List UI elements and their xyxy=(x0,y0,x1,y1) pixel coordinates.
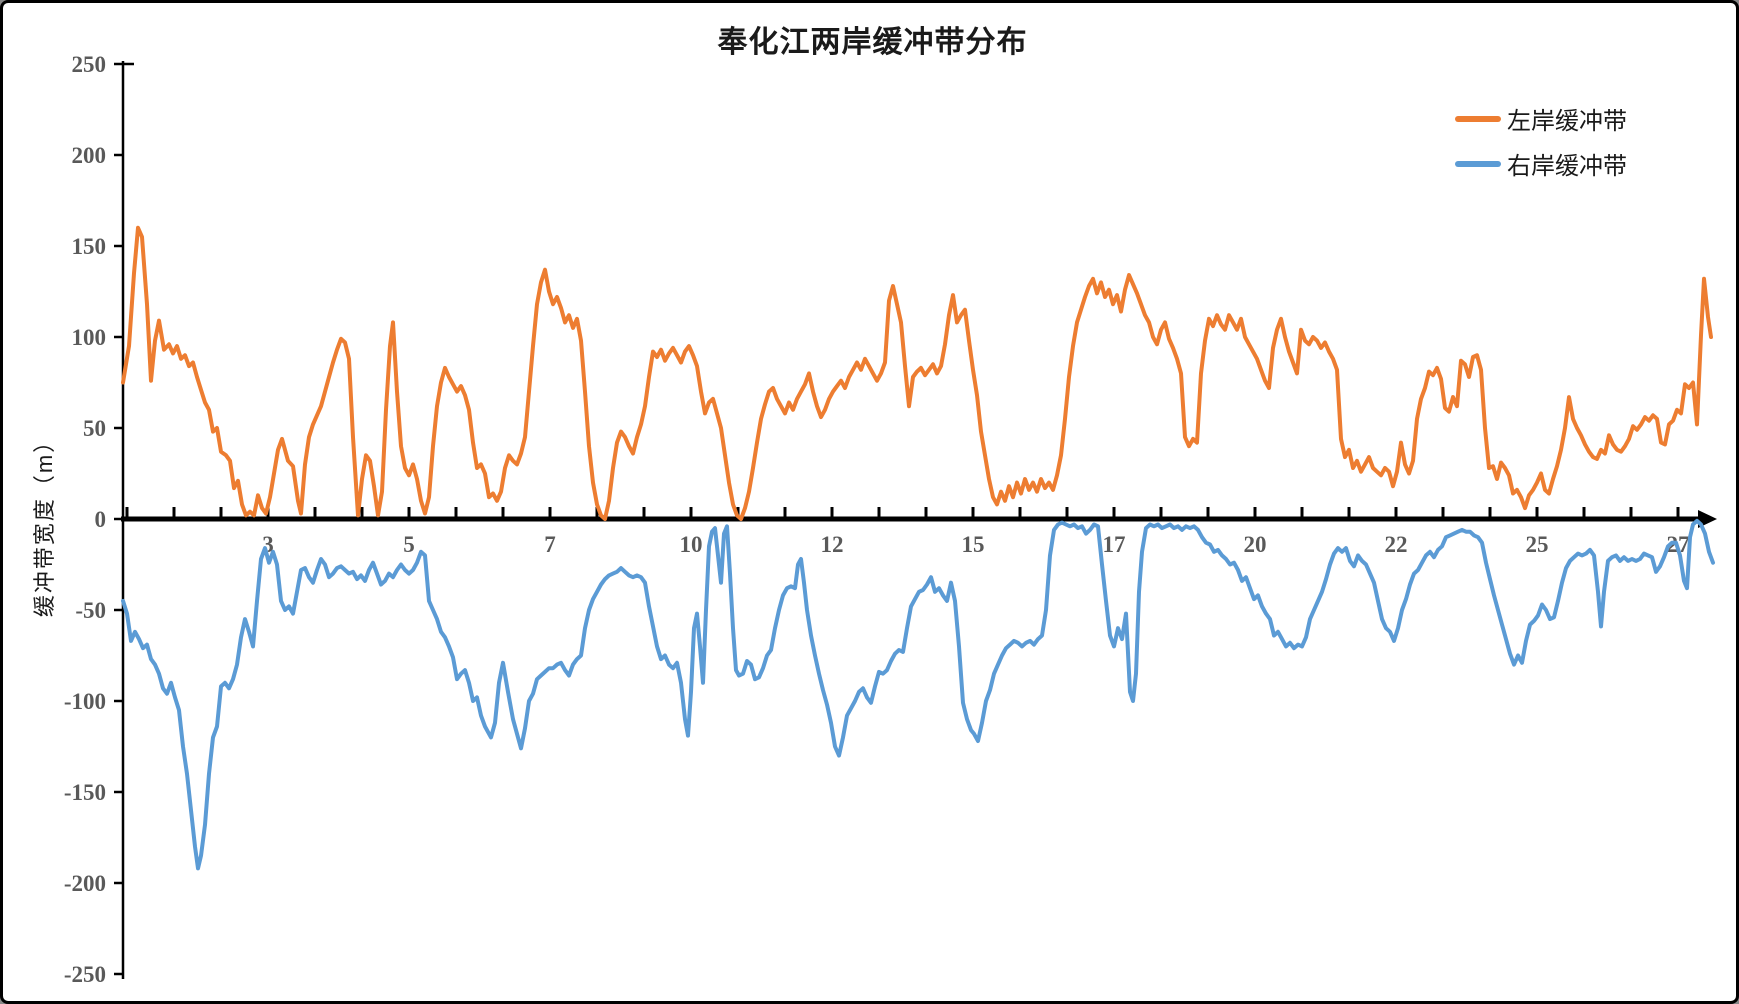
left-bank-legend-swatch xyxy=(1455,115,1501,122)
legend: 左岸缓冲带 右岸缓冲带 xyxy=(1455,101,1627,181)
y-tick-label: -100 xyxy=(64,689,106,714)
axes: 250 200 150 100 50 0 -50 -100 -150 -200 -250 3 5 7 10 1… xyxy=(64,52,1717,987)
y-tick-label: 100 xyxy=(72,325,107,350)
y-tick-label: 200 xyxy=(72,143,107,168)
right-bank-line xyxy=(121,518,1715,871)
x-tick-label: 10 xyxy=(680,532,703,557)
y-tick-label: -200 xyxy=(64,871,106,896)
y-tick-label: -250 xyxy=(64,962,106,987)
x-tick-label: 7 xyxy=(544,532,556,557)
left-bank-line xyxy=(121,225,1713,521)
y-tick-label: -150 xyxy=(64,780,106,805)
series-lines xyxy=(121,225,1715,871)
x-tick-label: 25 xyxy=(1526,532,1549,557)
y-tick-label: 250 xyxy=(72,52,107,77)
y-tick-label: 150 xyxy=(72,234,107,259)
x-tick-label: 5 xyxy=(403,532,415,557)
x-tick-label: 20 xyxy=(1244,532,1267,557)
y-tick-label: -50 xyxy=(75,598,106,623)
right-bank-legend-label: 右岸缓冲带 xyxy=(1507,153,1627,180)
x-tick-label: 22 xyxy=(1385,532,1408,557)
y-tick-label: 50 xyxy=(83,416,106,441)
plot-canvas: 250 200 150 100 50 0 -50 -100 -150 -200 -250 3 5 7 10 1… xyxy=(64,52,1717,987)
legend-item-right-bank: 右岸缓冲带 xyxy=(1455,146,1627,181)
right-bank-legend-swatch xyxy=(1455,160,1501,167)
legend-item-left-bank: 左岸缓冲带 xyxy=(1455,101,1627,136)
x-tick-label: 17 xyxy=(1103,532,1126,557)
chart-title: 奉化江两岸缓冲带分布 xyxy=(717,26,1028,59)
x-axis-arrow-icon xyxy=(1698,510,1717,528)
y-tick-label: 0 xyxy=(95,507,107,532)
left-bank-legend-label: 左岸缓冲带 xyxy=(1507,108,1627,135)
x-tick-label: 12 xyxy=(821,532,844,557)
x-tick-label: 15 xyxy=(962,532,985,557)
x-tick-label: 3 xyxy=(262,532,274,557)
